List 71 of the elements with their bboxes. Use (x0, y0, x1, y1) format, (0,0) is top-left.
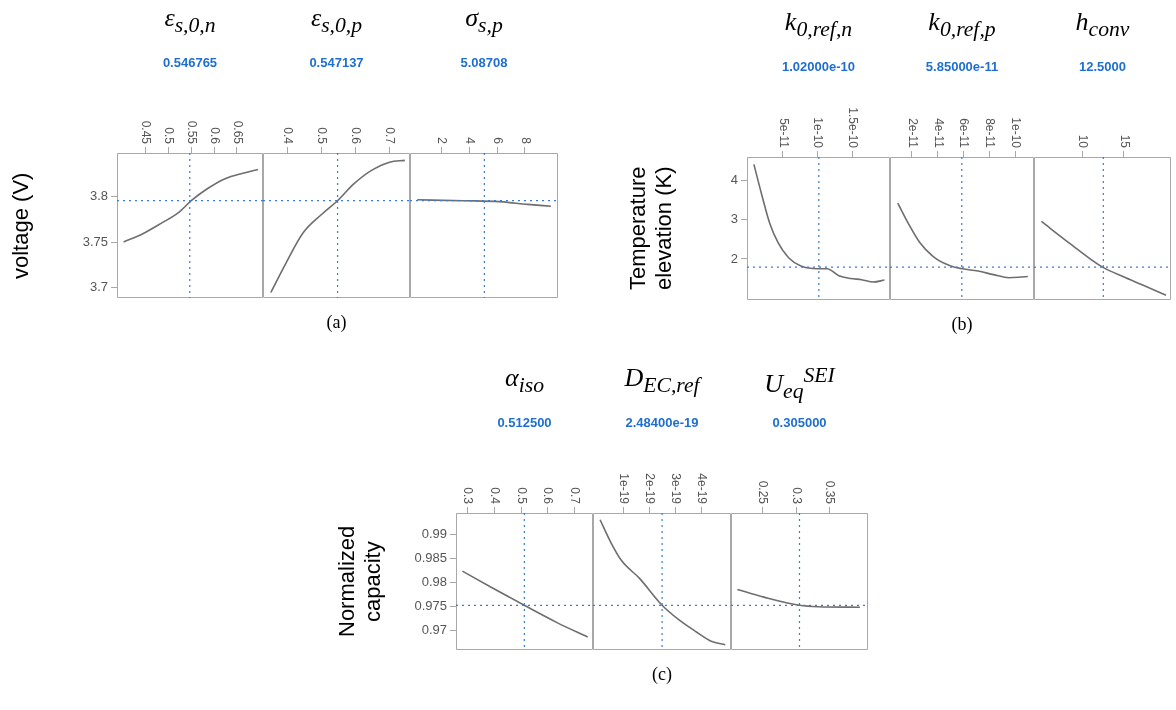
x-tick-label: 2e-19 (643, 473, 658, 505)
chart-title: k$_{0,ref,p}$ (927, 7, 997, 44)
y-tick-label: 0.975 (414, 598, 447, 614)
x-tick-label: 0.5 (514, 487, 529, 505)
chart-title: α$_{iso}$ (504, 363, 545, 400)
y-tick-label: 0.99 (421, 526, 447, 542)
x-tick-label: 2e-11 (905, 118, 920, 149)
chart-title: ε$_{s,0,n}$ (163, 3, 217, 40)
x-tick-label: 0.55 (184, 120, 199, 145)
x-tick-label: 1e-10 (1009, 117, 1024, 149)
x-tick-label: 8e-11 (983, 118, 998, 149)
x-tick-label: 0.5 (162, 127, 177, 145)
x-tick-label: 4 (462, 137, 477, 145)
y-tick-label: 2 (730, 250, 738, 266)
chart-subtitle: 0.305000 (771, 415, 828, 430)
x-tick-label: 0.3 (789, 487, 804, 505)
chart-title: ε$_{s,0,p}$ (309, 3, 364, 40)
y-tick-label: 0.985 (414, 550, 447, 566)
x-tick-label: 0.45 (139, 120, 154, 145)
text: (b) (950, 314, 974, 335)
y-tick-label: 3 (730, 211, 738, 227)
x-tick-label: 0.4 (281, 127, 296, 145)
x-tick-label: 0.65 (230, 120, 245, 145)
x-tick-label: 6e-11 (957, 118, 972, 149)
x-tick-label: 1.5e-10 (845, 107, 860, 149)
y-tick-label: 3.75 (82, 233, 108, 249)
chart-subtitle: 1.02000e-10 (781, 59, 856, 74)
chart-subtitle: 12.5000 (1078, 59, 1127, 74)
chart-subtitle: 2.48400e-19 (624, 415, 700, 430)
x-tick-label: 0.25 (756, 480, 771, 505)
y-tick-label: 0.98 (421, 574, 447, 590)
x-tick-label: 0.6 (207, 127, 222, 145)
chart-subtitle: 0.546765 (161, 55, 219, 70)
x-tick-label: 0.6 (349, 127, 364, 145)
x-tick-label: 6 (490, 137, 505, 145)
chart-title: k$_{0,ref,n}$ (783, 7, 854, 44)
x-tick-label: 0.7 (568, 487, 583, 505)
chart-subtitle: 5.85000e-11 (924, 59, 1000, 74)
text: (a) (325, 312, 348, 333)
line-series (461, 570, 589, 638)
text: (c) (651, 664, 673, 685)
x-tick-label: 0.5 (315, 127, 330, 145)
chart-title: σ$_{s,p}$ (464, 3, 504, 40)
y-tick-label: 0.97 (421, 622, 447, 638)
x-tick-label: 1e-10 (811, 117, 826, 149)
chart-title: D$_{EC,ref}$ (623, 363, 703, 400)
x-tick-label: 0.3 (461, 487, 476, 505)
x-tick-label: 4e-11 (931, 118, 946, 149)
y-tick-label: 3.7 (89, 279, 108, 295)
chart-subtitle: 0.547137 (308, 55, 365, 70)
y-tick-label: 4 (730, 172, 738, 188)
x-tick-label: 5e-11 (776, 118, 791, 149)
x-tick-label: 8 (518, 137, 533, 145)
chart-subtitle: 5.08708 (459, 55, 509, 70)
y-axis-title: Normalized capacity (334, 524, 386, 640)
line-series (122, 168, 259, 243)
x-tick-label: 0.7 (383, 127, 398, 145)
x-tick-label: 0.6 (541, 487, 556, 505)
x-tick-label: 0.4 (488, 487, 503, 505)
x-tick-label: 3e-19 (669, 473, 684, 505)
x-tick-label: 4e-19 (695, 473, 710, 505)
y-tick-label: 3.8 (89, 187, 108, 203)
chart-subtitle: 0.512500 (496, 415, 553, 430)
x-tick-label: 1e-19 (617, 473, 632, 505)
line-series (753, 163, 886, 283)
x-tick-label: 0.35 (823, 480, 838, 505)
x-tick-label: 10 (1076, 134, 1091, 149)
y-axis-title: voltage (V) (8, 171, 34, 281)
y-axis-title: Temperature elevation (K) (625, 165, 677, 293)
x-tick-label: 15 (1117, 134, 1132, 149)
chart-title: h$_{conv}$ (1074, 7, 1131, 44)
